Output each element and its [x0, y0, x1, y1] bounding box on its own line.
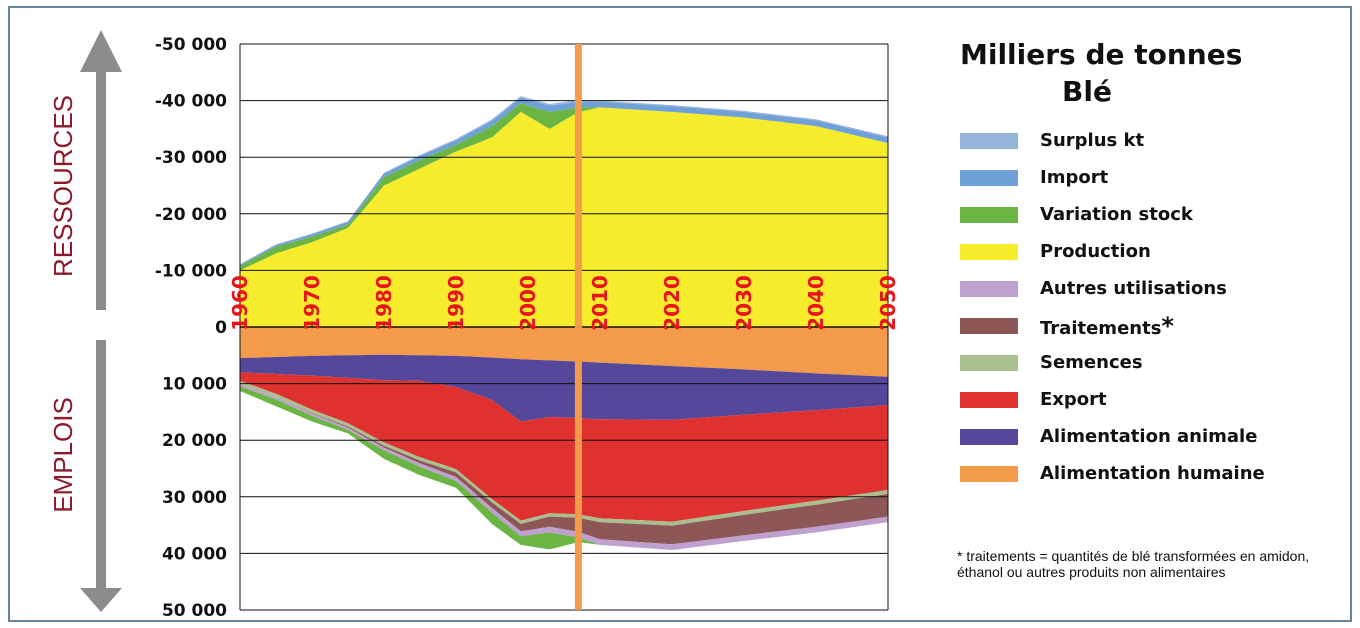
emplois-label: EMPLOIS	[48, 397, 78, 513]
side-labels: RESSOURCES EMPLOIS	[48, 95, 78, 513]
uses-series-alimentation-animale	[240, 354, 888, 422]
gridlines	[239, 43, 889, 611]
y-tick-label: -50 000	[155, 35, 227, 55]
legend-item-export: Export	[960, 381, 1340, 418]
y-tick-label: -10 000	[155, 261, 227, 281]
y-tick-labels: -50 000 -40 000 -30 000 -20 000 -10 000 0 10 0…	[155, 35, 227, 621]
legend-item-import: Import	[960, 159, 1340, 196]
y-tick-label: -20 000	[155, 205, 227, 225]
legend-swatch	[960, 243, 1018, 260]
legend-item-alimentation-animale: Alimentation animale	[960, 418, 1340, 455]
legend-label: Semences	[1040, 352, 1143, 373]
legend-label: Alimentation animale	[1040, 426, 1258, 447]
legend-list: Surplus kt Import Variation stock Productio…	[960, 122, 1340, 492]
x-tick-labels: 1960 1970 1980 1990 2000 2010 2020 2030 2040 2050	[228, 275, 900, 331]
axis-arrows	[80, 30, 122, 612]
y-tick-label: 0	[215, 318, 227, 338]
x-tick-label: 2010	[588, 275, 612, 331]
legend-swatch	[960, 169, 1018, 186]
emplois-arrow-shaft	[96, 340, 106, 590]
legend-label: Alimentation humaine	[1040, 463, 1265, 484]
x-tick-label: 2020	[660, 275, 684, 331]
x-tick-label: 1960	[228, 275, 252, 331]
marker-line	[574, 44, 582, 610]
legend-swatch	[960, 428, 1018, 445]
legend-item-alimentation-humaine: Alimentation humaine	[960, 455, 1340, 492]
uses-series-alimentation-humaine	[240, 327, 888, 377]
legend-item-traitements: Traitements*	[960, 307, 1340, 344]
x-tick-label: 2000	[516, 275, 540, 331]
legend-label: Traitements*	[1040, 311, 1174, 340]
legend-star-mark: *	[1161, 311, 1174, 340]
legend-swatch	[960, 280, 1018, 297]
legend-label: Variation stock	[1040, 204, 1193, 225]
legend-subtitle: Blé	[1062, 75, 1112, 108]
legend-swatch	[960, 132, 1018, 149]
legend-swatch	[960, 465, 1018, 482]
legend-swatch	[960, 206, 1018, 223]
resources-arrow-head	[80, 30, 122, 72]
footnote: * traitements = quantités de blé transfo…	[957, 548, 1310, 580]
x-tick-label: 1970	[300, 275, 324, 331]
legend-item-production: Production	[960, 233, 1340, 270]
x-tick-label: 2040	[804, 275, 828, 331]
y-tick-label: 30 000	[162, 488, 227, 508]
legend-label: Production	[1040, 241, 1151, 262]
legend-item-semences: Semences	[960, 344, 1340, 381]
legend-label: Surplus kt	[1040, 130, 1145, 151]
legend-label: Export	[1040, 389, 1107, 410]
legend-swatch	[960, 317, 1018, 334]
resources-arrow-shaft	[96, 70, 106, 310]
resources-series-production	[240, 107, 888, 328]
uses-series-export	[240, 372, 888, 522]
legend-label: Import	[1040, 167, 1109, 188]
emplois-arrow-head	[80, 588, 122, 612]
legend-item-surplus-kt: Surplus kt	[960, 122, 1340, 159]
x-tick-label: 1990	[444, 275, 468, 331]
legend-item-autres-utilisations: Autres utilisations	[960, 270, 1340, 307]
y-tick-label: -30 000	[155, 148, 227, 168]
legend-swatch	[960, 391, 1018, 408]
x-tick-label: 2050	[876, 275, 900, 331]
stacked-areas	[240, 96, 888, 550]
x-tick-label: 2030	[732, 275, 756, 331]
y-tick-label: 20 000	[162, 431, 227, 451]
year-marker-bar	[574, 44, 582, 610]
legend-title: Milliers de tonnes	[960, 38, 1243, 71]
legend-swatch	[960, 354, 1018, 371]
resources-label: RESSOURCES	[48, 95, 78, 277]
y-tick-label: 40 000	[162, 544, 227, 564]
y-tick-label: -40 000	[155, 92, 227, 112]
x-tick-label: 1980	[372, 275, 396, 331]
y-tick-label: 50 000	[162, 601, 227, 621]
y-tick-label: 10 000	[162, 375, 227, 395]
legend: Milliers de tonnes Blé Surplus kt Import V…	[960, 38, 1340, 492]
legend-item-variation-stock: Variation stock	[960, 196, 1340, 233]
legend-label: Autres utilisations	[1040, 278, 1227, 299]
